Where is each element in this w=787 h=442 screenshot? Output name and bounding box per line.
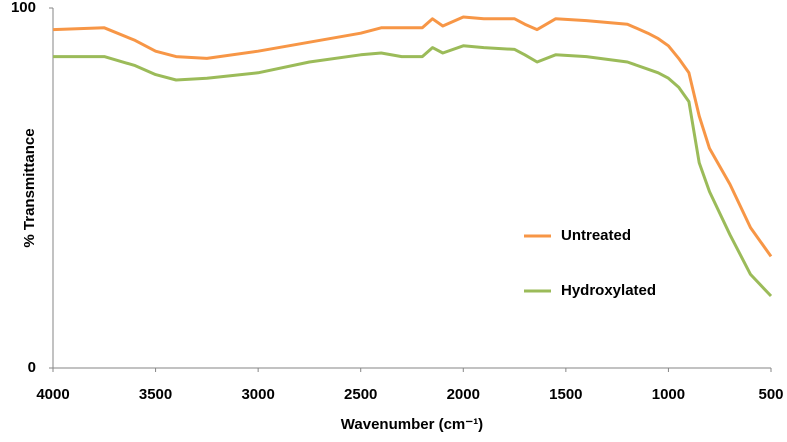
x-tick-label: 1500 (549, 386, 582, 403)
y-axis-title: % Transmittance (21, 128, 38, 247)
x-tick-label: 3500 (139, 386, 172, 403)
data-line (53, 44, 773, 298)
y-tick-label: 100 (11, 0, 36, 16)
legend-label: Untreated (561, 227, 631, 244)
x-tick-label: 1000 (652, 386, 685, 403)
x-tick-label: 2000 (447, 386, 480, 403)
x-tick-label: 3000 (241, 386, 274, 403)
data-line (52, 15, 773, 258)
y-tick-label: 0 (28, 359, 36, 376)
x-axis-title: Wavenumber (cm⁻¹) (341, 416, 483, 433)
x-tick-label: 4000 (36, 386, 69, 403)
x-tick-label: 500 (758, 386, 783, 403)
legend-label: Hydroxylated (561, 282, 656, 299)
x-tick-label: 2500 (344, 386, 377, 403)
